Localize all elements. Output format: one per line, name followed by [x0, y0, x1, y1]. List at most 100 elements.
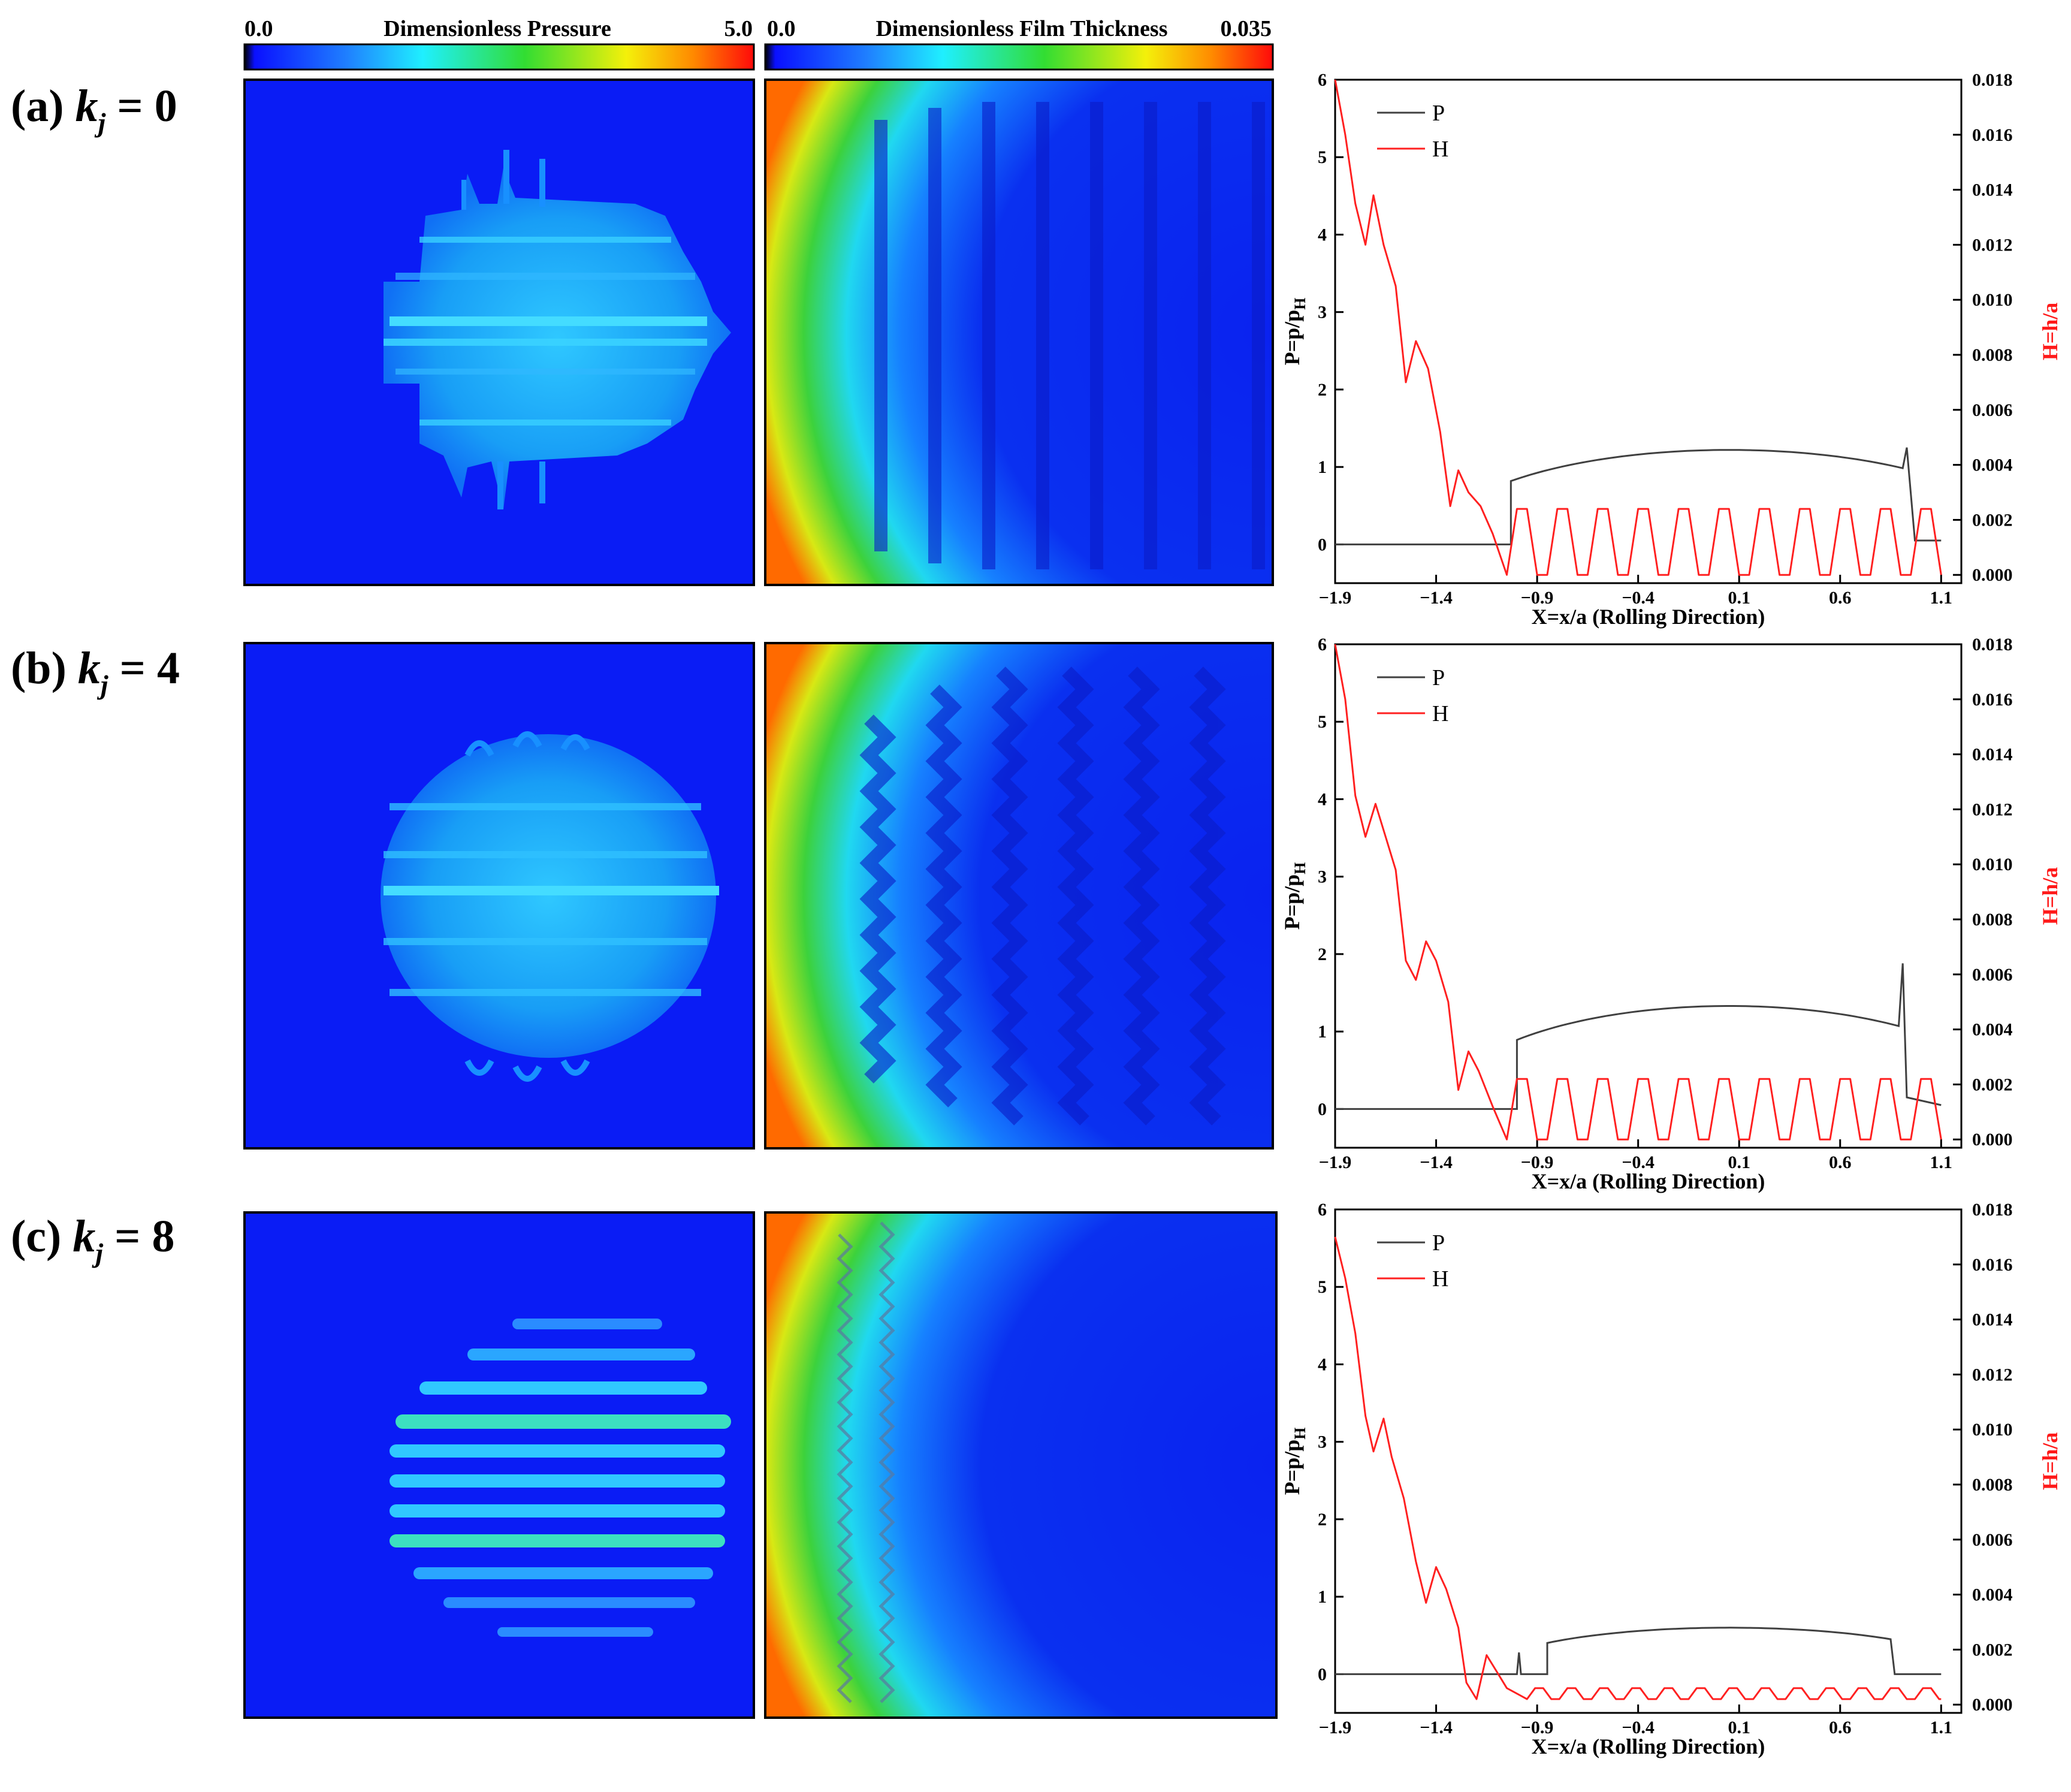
film-map-c — [765, 1212, 1276, 1718]
y-right-tick-label: 0.004 — [1972, 1020, 2013, 1040]
y-right-tick-label: 0.012 — [1972, 235, 2013, 255]
y-right-tick-label: 0.004 — [1972, 455, 2013, 475]
y-left-tick-label: 5 — [1318, 1277, 1327, 1297]
x-tick-label: 1.1 — [1930, 1718, 1953, 1737]
y-left-tick-label: 0 — [1318, 1664, 1327, 1684]
y-right-tick-label: 0.014 — [1972, 180, 2013, 200]
y-left-tick-label: 2 — [1318, 380, 1327, 400]
y-right-tick-label: 0.000 — [1972, 1695, 2013, 1715]
x-tick-label: −1.4 — [1420, 1153, 1453, 1172]
y-right-tick-label: 0.008 — [1972, 345, 2013, 365]
y-left-tick-label: 0 — [1318, 535, 1327, 554]
row-label-c: (c) kj = 8 — [11, 1211, 174, 1268]
y-left-tick-label: 1 — [1318, 457, 1327, 477]
y-right-tick-label: 0.010 — [1972, 1420, 2013, 1440]
y-right-tick-label: 0.010 — [1972, 290, 2013, 310]
y-right-tick-label: 0.018 — [1972, 1200, 2013, 1220]
pressure-series-line — [1335, 447, 1942, 545]
x-tick-label: −1.9 — [1319, 1718, 1352, 1737]
film-colorbar: 0.0 Dimensionless Film Thickness 0.035 — [764, 16, 1274, 71]
pressure-film-chart-a: −1.9 −1.4 −0.9 −0.4 0.1 0.6 1.1 0 1 2 3 4 5 6 0.000 0.0… — [1280, 70, 2062, 629]
y-left-tick-label: 6 — [1318, 635, 1327, 654]
y-left-tick-label: 3 — [1318, 867, 1327, 887]
row-label-a: (a) kj = 0 — [11, 81, 177, 138]
x-tick-label: −0.9 — [1521, 1153, 1554, 1172]
x-axis-title: X=x/a (Rolling Direction) — [1532, 605, 1765, 629]
plot-frame — [1334, 1208, 1963, 1714]
x-tick-label: 0.6 — [1829, 1718, 1852, 1737]
pressure-map-b — [244, 643, 754, 1148]
legend-label-h: H — [1432, 137, 1448, 162]
x-tick-label: −1.4 — [1420, 588, 1453, 608]
y-right-tick-label: 0.012 — [1972, 1365, 2013, 1384]
x-tick-label: 1.1 — [1930, 1153, 1953, 1172]
x-tick-label: 1.1 — [1930, 588, 1953, 608]
pressure-colorbar-title: Dimensionless Pressure — [384, 16, 611, 41]
film-colorbar-min: 0.0 — [767, 16, 796, 41]
x-tick-label: −0.4 — [1622, 1718, 1655, 1737]
x-tick-label: 0.6 — [1829, 588, 1852, 608]
y-right-axis-title: H=h/a — [2038, 303, 2062, 361]
film-colorbar-title: Dimensionless Film Thickness — [876, 16, 1167, 41]
y-right-tick-label: 0.006 — [1972, 1530, 2013, 1550]
film-series-line — [1334, 79, 1942, 576]
x-tick-label: −1.4 — [1420, 1718, 1453, 1737]
y-left-tick-label: 5 — [1318, 712, 1327, 732]
x-axis-title: X=x/a (Rolling Direction) — [1532, 1734, 1765, 1758]
y-right-tick-label: 0.004 — [1972, 1585, 2013, 1605]
y-left-tick-label: 2 — [1318, 945, 1327, 964]
x-tick-label: −0.4 — [1622, 588, 1655, 608]
y-left-tick-label: 2 — [1318, 1510, 1327, 1529]
row-label-b: (b) kj = 4 — [11, 643, 180, 700]
x-tick-label: 0.1 — [1728, 588, 1750, 608]
y-left-tick-label: 4 — [1318, 225, 1327, 245]
y-right-tick-label: 0.016 — [1972, 125, 2013, 145]
y-left-axis-title: P=p/pH — [1280, 862, 1309, 930]
y-left-tick-label: 1 — [1318, 1022, 1327, 1042]
y-right-tick-label: 0.002 — [1972, 1075, 2013, 1094]
y-left-tick-label: 1 — [1318, 1587, 1327, 1607]
film-series-line — [1334, 1236, 1942, 1700]
y-right-tick-label: 0.002 — [1972, 1640, 2013, 1660]
x-tick-label: 0.1 — [1728, 1718, 1750, 1737]
pressure-colorbar-min: 0.0 — [244, 16, 273, 41]
y-left-axis-title: P=p/pH — [1280, 1428, 1309, 1495]
x-tick-label: −0.9 — [1521, 1718, 1554, 1737]
y-right-tick-label: 0.018 — [1972, 635, 2013, 654]
pressure-film-chart-b: −1.9 −1.4 −0.9 −0.4 0.1 0.6 1.1 0 1 2 3 4 5 6 0.000 0.0… — [1280, 635, 2062, 1193]
y-right-tick-label: 0.016 — [1972, 1255, 2013, 1275]
x-tick-label: 0.1 — [1728, 1153, 1750, 1172]
pressure-map-a — [244, 80, 754, 585]
y-right-axis-title: H=h/a — [2038, 1432, 2062, 1491]
y-right-tick-label: 0.008 — [1972, 910, 2013, 930]
x-tick-label: −0.4 — [1622, 1153, 1655, 1172]
pressure-map-c — [244, 1212, 754, 1718]
y-right-tick-label: 0.010 — [1972, 855, 2013, 874]
legend-label-h: H — [1432, 1266, 1448, 1292]
y-left-tick-label: 6 — [1318, 70, 1327, 90]
y-left-tick-label: 6 — [1318, 1200, 1327, 1220]
y-right-tick-label: 0.006 — [1972, 400, 2013, 420]
y-left-tick-label: 3 — [1318, 1432, 1327, 1452]
y-right-axis-title: H=h/a — [2038, 867, 2062, 925]
y-left-tick-label: 5 — [1318, 147, 1327, 167]
y-left-tick-label: 3 — [1318, 303, 1327, 322]
y-right-tick-label: 0.008 — [1972, 1475, 2013, 1495]
pressure-film-chart-c: −1.9 −1.4 −0.9 −0.4 0.1 0.6 1.1 0 1 2 3 4 5 6 0.000 0.0… — [1280, 1200, 2062, 1758]
y-right-tick-label: 0.002 — [1972, 510, 2013, 530]
pressure-series-line — [1335, 963, 1942, 1110]
y-left-tick-label: 4 — [1318, 1354, 1327, 1374]
film-map-a — [765, 80, 1273, 585]
y-right-tick-label: 0.016 — [1972, 690, 2013, 710]
y-right-tick-label: 0.014 — [1972, 1310, 2013, 1330]
pressure-colorbar-max: 5.0 — [724, 16, 753, 41]
y-left-tick-label: 4 — [1318, 789, 1327, 809]
y-right-tick-label: 0.018 — [1972, 70, 2013, 90]
pressure-series-line — [1335, 1627, 1942, 1675]
film-series-line — [1334, 644, 1942, 1141]
y-right-tick-label: 0.012 — [1972, 800, 2013, 819]
y-right-tick-label: 0.000 — [1972, 565, 2013, 585]
film-map-b — [765, 643, 1273, 1148]
legend-label-h: H — [1432, 701, 1448, 726]
x-tick-label: 0.6 — [1829, 1153, 1852, 1172]
